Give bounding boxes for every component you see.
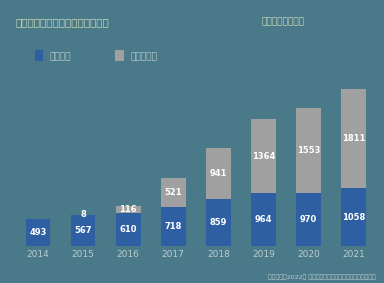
Text: 964: 964 (255, 215, 272, 224)
Text: 970: 970 (300, 215, 317, 224)
Text: 1811: 1811 (342, 134, 366, 143)
Bar (71, 215, 96, 246)
Bar (25, 219, 50, 246)
Text: 941: 941 (210, 169, 227, 178)
Bar (116, 213, 141, 246)
Bar (251, 119, 276, 194)
Text: 1058: 1058 (342, 213, 366, 222)
Text: 859: 859 (210, 218, 227, 227)
Bar (341, 89, 366, 188)
Text: 健康経営度調査回答企業数の推移: 健康経営度調査回答企業数の推移 (15, 17, 109, 27)
Text: 116: 116 (119, 205, 137, 214)
Bar (341, 188, 366, 246)
Bar (161, 178, 186, 207)
Bar (116, 207, 141, 213)
Bar (296, 108, 321, 193)
Text: （大企業等法人）: （大企業等法人） (261, 17, 304, 26)
Text: 経済産業省2022年 健康企業銘柄レポートより弊社独自調べ: 経済産業省2022年 健康企業銘柄レポートより弊社独自調べ (268, 275, 376, 280)
Bar (206, 148, 231, 199)
Text: 567: 567 (74, 226, 92, 235)
Bar (296, 193, 321, 246)
Text: 非上場企業: 非上場企業 (131, 52, 157, 61)
Bar (161, 207, 186, 246)
Text: 718: 718 (165, 222, 182, 231)
Text: 610: 610 (119, 225, 137, 234)
Text: 493: 493 (29, 228, 46, 237)
Text: 521: 521 (164, 188, 182, 197)
Text: 上場企業: 上場企業 (50, 52, 71, 61)
Text: 1553: 1553 (297, 146, 320, 155)
Bar (206, 199, 231, 246)
Text: 1364: 1364 (252, 152, 275, 161)
Text: 8: 8 (80, 211, 86, 220)
Bar (251, 194, 276, 246)
